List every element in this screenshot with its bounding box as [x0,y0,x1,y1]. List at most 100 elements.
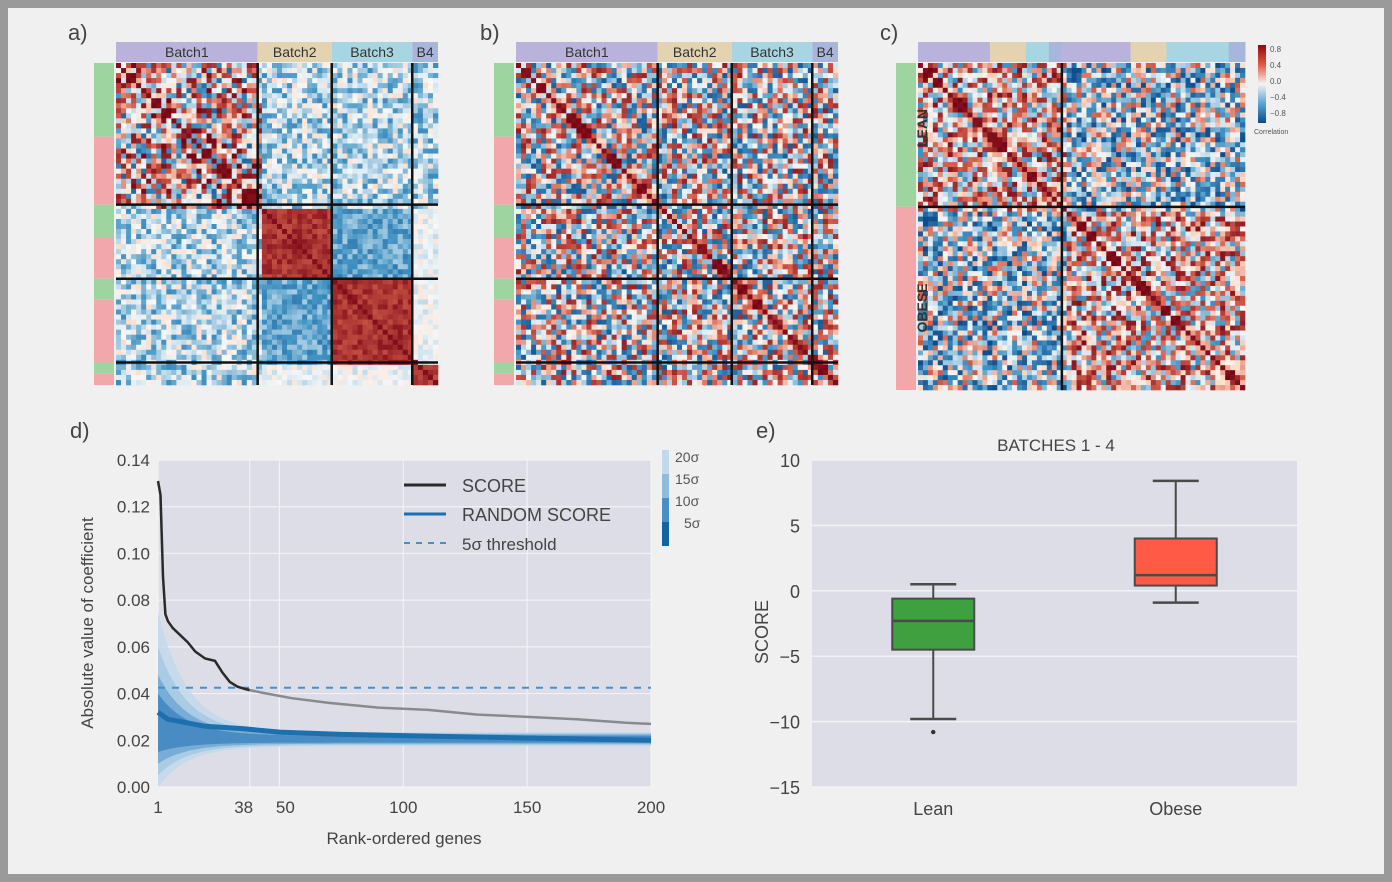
heatmap-cell [236,93,243,99]
heatmap-cell [282,309,288,315]
heatmap-cell [387,314,394,320]
heatmap-cell [357,108,363,114]
heatmap-cell [531,113,537,119]
heatmap-cell [241,118,248,124]
heatmap-cell [307,324,313,330]
heatmap-cell [322,68,328,74]
heatmap-cell [682,118,688,124]
heatmap-cell [427,239,434,245]
heatmap-cell [156,168,162,174]
heatmap-cell [287,98,293,104]
heatmap-cell [271,103,278,109]
heatmap-cell [402,98,409,104]
heatmap-cell [367,168,373,174]
heatmap-cell [211,113,217,119]
heatmap-cell [417,339,424,346]
heatmap-cell [342,314,348,320]
heatmap-cell [166,279,172,285]
heatmap-cell [277,213,283,220]
heatmap-cell [307,264,313,270]
heatmap-cell [551,78,557,84]
heatmap-cell [206,113,212,119]
heatmap-cell [116,344,122,351]
heatmap-cell [392,198,399,205]
heatmap-cell [131,78,137,84]
heatmap-cell [317,339,323,346]
heatmap-cell [241,173,248,180]
heatmap-cell [231,208,238,215]
heatmap-cell [387,229,394,235]
heatmap-cell [596,93,602,99]
panel-label-b: b) [480,20,500,45]
heatmap-cell [526,108,532,114]
heatmap-cell [302,203,308,210]
heatmap-cell [171,68,177,74]
heatmap-cell [146,148,152,154]
heatmap-cell [256,339,263,346]
heatmap-cell [611,123,617,129]
heatmap-cell [246,83,253,89]
heatmap-cell [317,259,323,265]
heatmap-cell [251,208,258,215]
heatmap-cell [226,98,233,104]
heatmap-cell [757,78,763,84]
heatmap-cell [402,153,409,159]
heatmap-cell [677,73,683,79]
heatmap-cell [347,103,353,109]
heatmap-cell [402,168,409,174]
heatmap-cell [427,88,434,94]
heatmap-cell [241,133,248,139]
heatmap-cell [327,83,333,89]
heatmap-cell [596,103,602,109]
heatmap-cell [236,364,243,371]
heatmap-cell [611,113,617,119]
heatmap-cell [116,279,122,285]
heatmap-cell [367,349,373,356]
heatmap-cell [196,229,202,235]
heatmap-cell [201,239,207,245]
heatmap-cell [692,88,698,94]
heatmap-cell [221,324,227,330]
heatmap-cell [357,203,363,210]
heatmap-cell [407,218,414,225]
heatmap-cell [181,218,187,225]
heatmap-cell [151,369,157,376]
heatmap-cell [236,83,243,89]
heatmap-cell [246,229,253,235]
heatmap-cell [271,203,278,210]
heatmap-cell [146,103,152,109]
heatmap-cell [566,108,572,114]
heatmap-cell [782,123,788,129]
heatmap-cell [417,208,424,215]
heatmap-cell [261,259,268,265]
heatmap-cell [161,254,167,260]
heatmap-cell [636,103,643,109]
heatmap-cell [777,93,783,99]
heatmap-cell [156,264,162,270]
heatmap-cell [307,234,313,240]
heatmap-cell [641,73,648,79]
heatmap-cell [402,304,409,310]
heatmap-cell [251,108,258,114]
heatmap-cell [397,78,404,84]
heatmap-cell [342,349,348,356]
heatmap-cell [266,213,273,220]
heatmap-cell [136,193,142,200]
heatmap-cell [337,93,343,99]
heatmap-cell [116,224,122,230]
heatmap-cell [231,153,238,159]
heatmap-cell [246,239,253,245]
heatmap-cell [307,289,313,295]
heatmap-cell [797,113,804,119]
heatmap-cell [282,259,288,265]
heatmap-cell [392,108,399,114]
heatmap-cell [156,103,162,109]
heatmap-cell [236,163,243,169]
heatmap-cell [251,203,258,210]
heatmap-cell [141,309,147,315]
heatmap-cell [367,183,373,190]
heatmap-cell [277,274,283,280]
heatmap-cell [807,118,814,124]
heatmap-cell [342,183,348,190]
heatmap-cell [251,163,258,169]
